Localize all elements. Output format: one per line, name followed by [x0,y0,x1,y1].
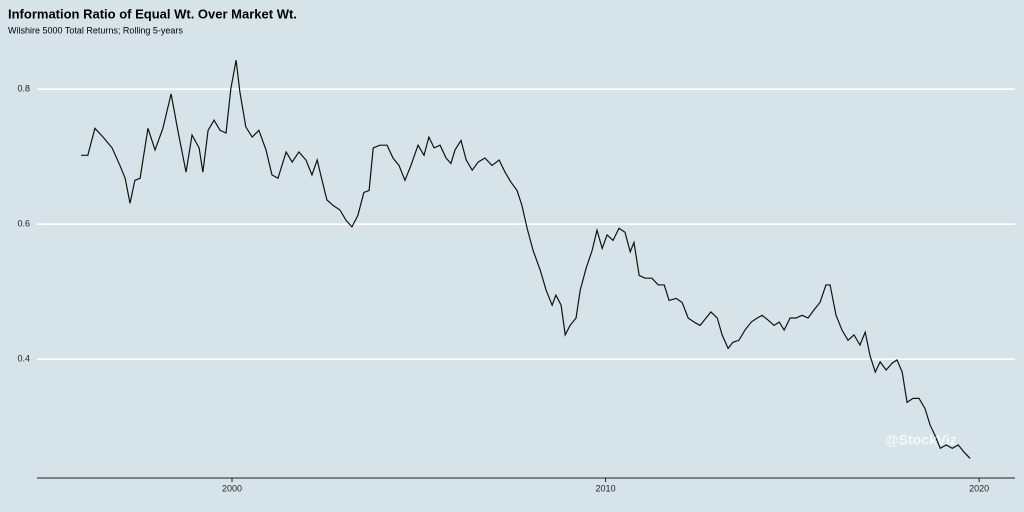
y-tick-label: 0.6 [17,219,30,229]
chart-subtitle: Wilshire 5000 Total Returns; Rolling 5-y… [8,25,183,35]
watermark: @StockViz [885,432,957,448]
x-tick-label: 2010 [596,483,616,493]
y-tick-label: 0.8 [17,84,30,94]
line [81,60,971,459]
x-tick-label: 2000 [222,483,242,493]
y-tick-label: 0.4 [17,354,30,364]
x-tick-label: 2020 [969,483,989,493]
chart-title: Information Ratio of Equal Wt. Over Mark… [8,6,297,21]
